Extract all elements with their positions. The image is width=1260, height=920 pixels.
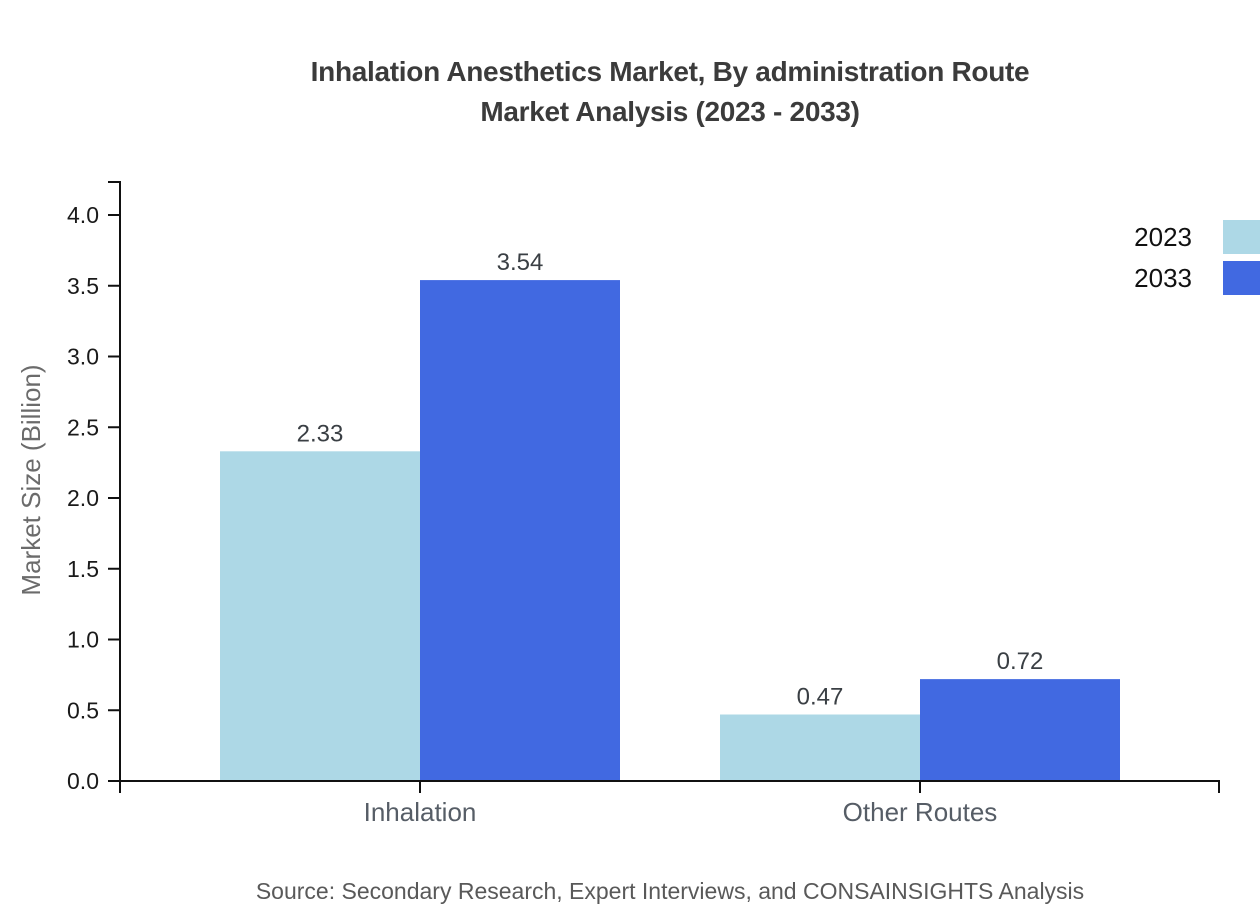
value-label: 0.47 [797,683,844,710]
source-attribution: Source: Secondary Research, Expert Inter… [255,878,1085,904]
y-tick-label: 3.5 [67,273,99,299]
legend-swatch [1223,261,1260,295]
legend-item-2023: 2023 [1134,220,1260,254]
y-tick-label: 1.0 [67,627,99,653]
value-label: 3.54 [497,249,544,276]
legend-item-2033: 2033 [1134,261,1260,295]
bar-2023-inhalation [220,451,420,781]
y-tick-label: 4.0 [67,202,99,228]
chart-title-line-2: Market Analysis (2023 - 2033) [480,96,860,127]
category-label: Inhalation [364,797,477,827]
legend-swatch [1223,220,1260,254]
chart-title-line-1: Inhalation Anesthetics Market, By admini… [310,56,1030,87]
legend-label: 2033 [1134,262,1192,293]
bar-2033-inhalation [420,280,620,781]
value-label: 0.72 [997,648,1044,675]
y-tick-label: 2.0 [67,485,99,511]
y-tick-label: 0.0 [67,768,99,794]
y-axis-title: Market Size (Billion) [16,364,46,595]
chart-legend: 2023 2033 [1134,220,1260,302]
value-label: 2.33 [297,420,344,447]
y-tick-label: 1.5 [67,556,99,582]
y-tick-label: 3.0 [67,344,99,370]
bar-2033-other-routes [920,679,1120,781]
chart-title: Inhalation Anesthetics Market, By admini… [80,52,1260,132]
category-label: Other Routes [843,797,998,827]
y-tick-label: 0.5 [67,697,99,723]
y-tick-label: 2.5 [67,414,99,440]
bar-2023-other-routes [720,714,920,781]
legend-label: 2023 [1134,221,1192,252]
